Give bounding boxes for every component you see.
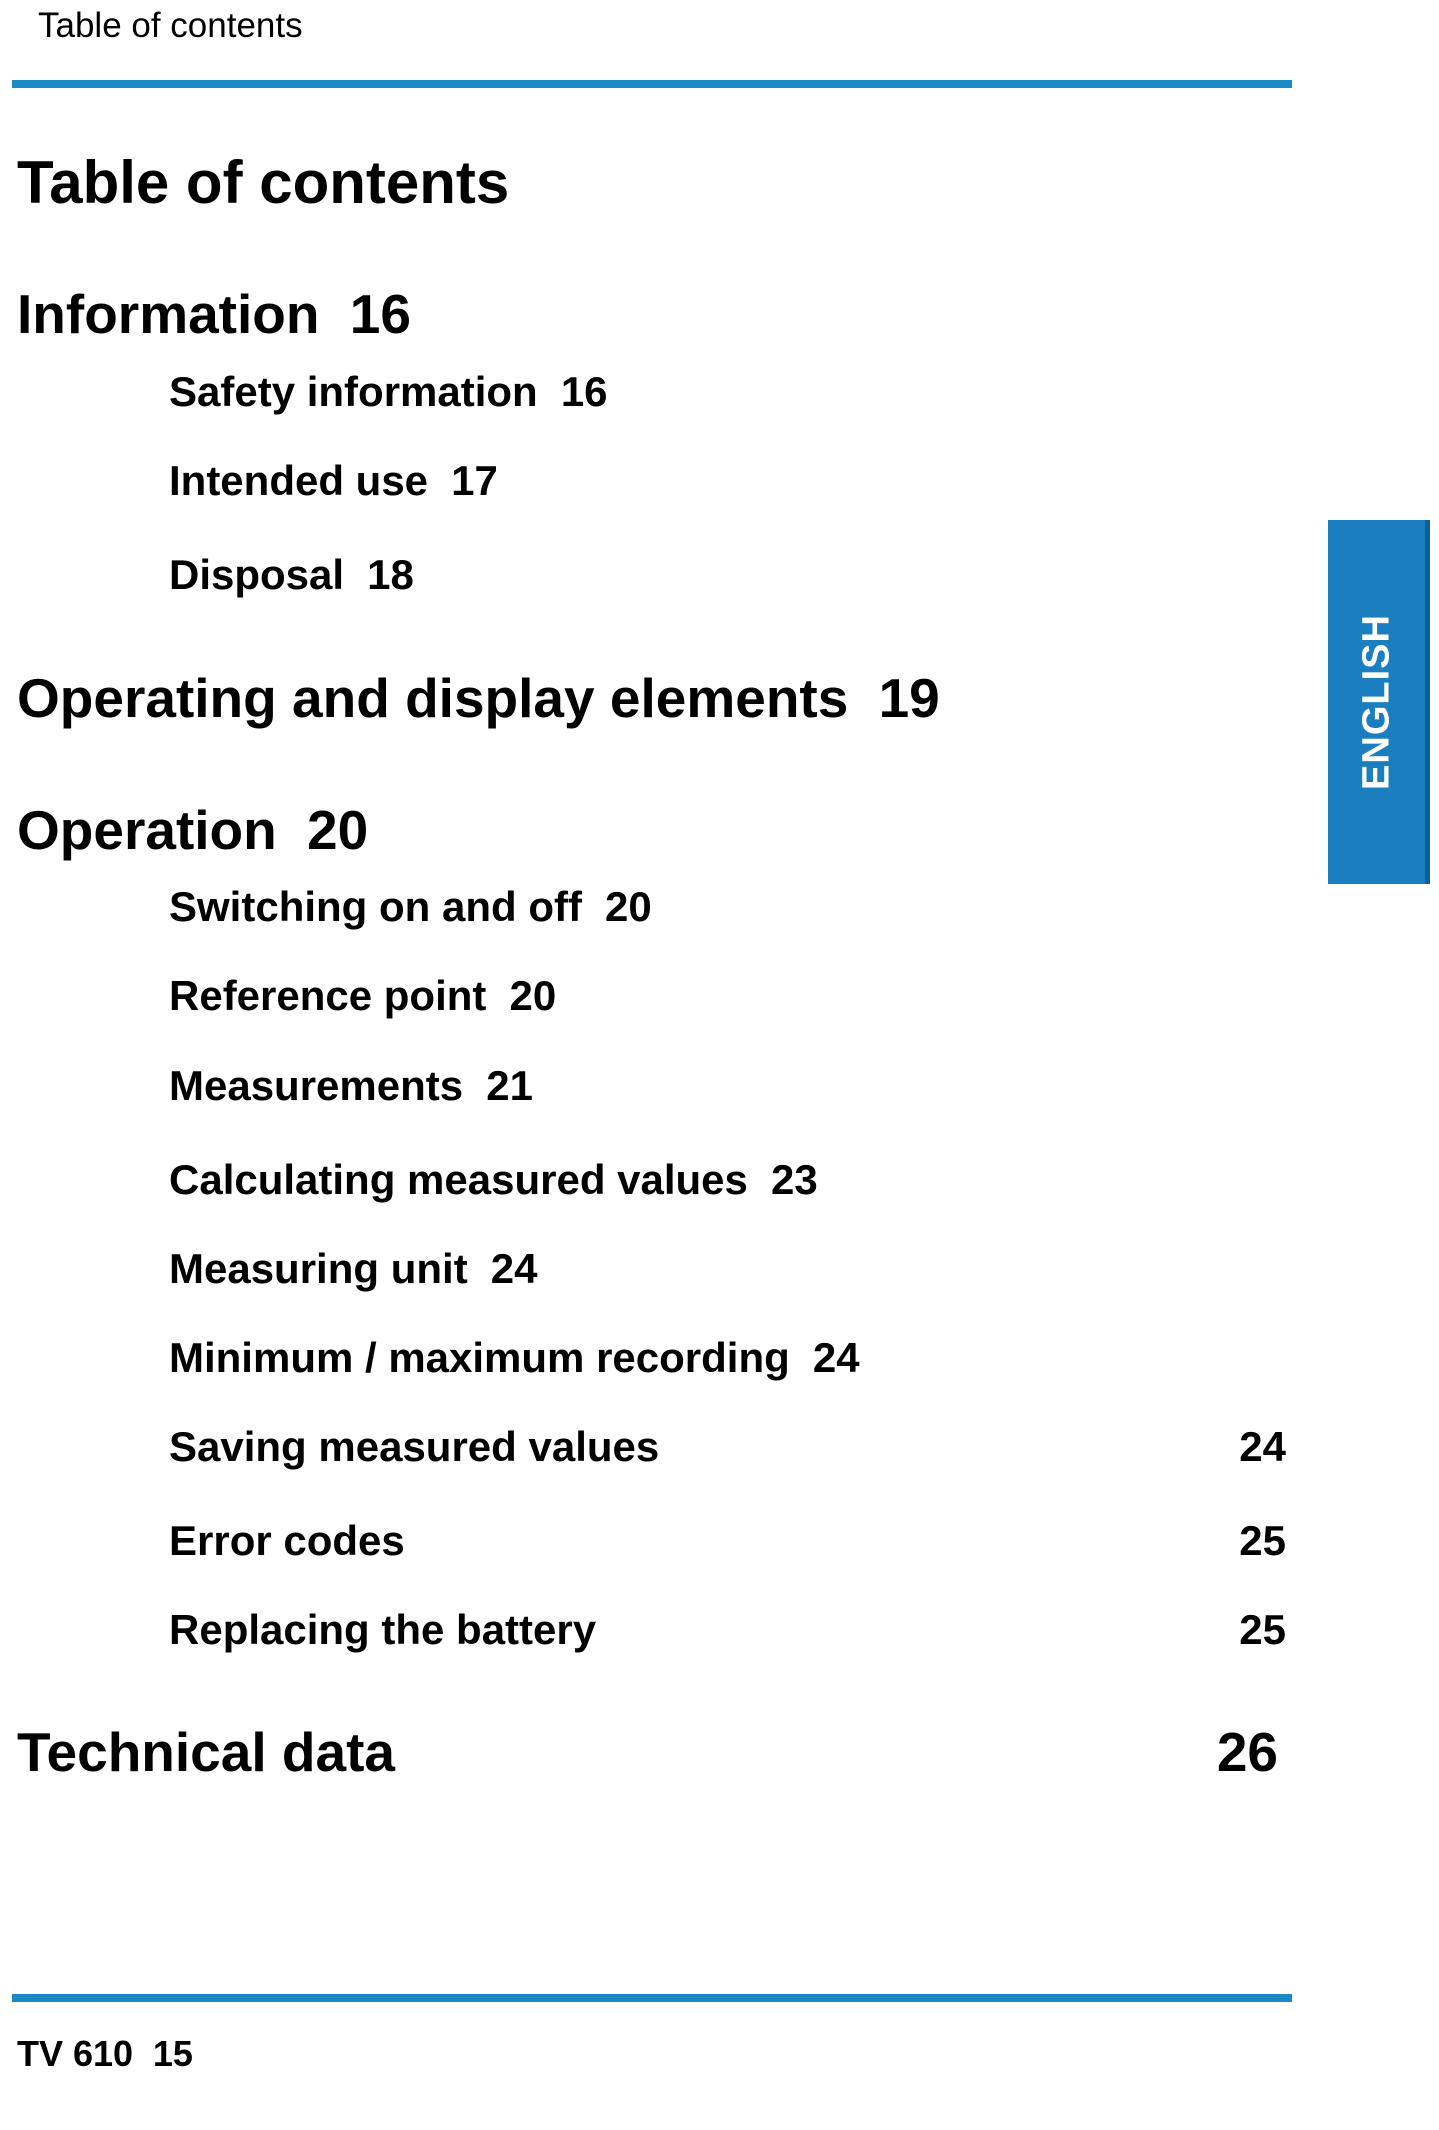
toc-entry-page: 20: [307, 799, 369, 861]
toc-entry-title: Measurements: [169, 1062, 464, 1109]
toc-entry-title: Technical data: [17, 1721, 395, 1783]
toc-entry-page: 23: [771, 1156, 818, 1203]
toc-entry-technical-data[interactable]: Technical data: [17, 1720, 395, 1784]
footer-rule: [12, 1994, 1292, 2002]
toc-entry-title: Safety information: [169, 368, 538, 415]
toc-entry-page: 19: [878, 667, 940, 729]
language-tab-label: ENGLISH: [1355, 614, 1397, 790]
toc-entry-measuring-unit[interactable]: Measuring unit 24: [169, 1244, 538, 1294]
toc-entry-title: Minimum / maximum recording: [169, 1334, 790, 1381]
running-header: Table of contents: [38, 6, 303, 45]
language-tab[interactable]: ENGLISH: [1328, 520, 1430, 884]
toc-entry-title: Disposal: [169, 551, 345, 598]
toc-entry-replacing-battery[interactable]: Replacing the battery: [169, 1605, 596, 1655]
toc-entry-reference-point[interactable]: Reference point 20: [169, 971, 556, 1021]
toc-entry-safety-information[interactable]: Safety information 16: [169, 367, 608, 417]
toc-entry-title: Intended use: [169, 457, 429, 504]
toc-entry-disposal[interactable]: Disposal 18: [169, 550, 414, 600]
toc-entry-title: Measuring unit: [169, 1245, 468, 1292]
toc-entry-page: 16: [349, 283, 411, 345]
toc-entry-calculating-measured-values[interactable]: Calculating measured values 23: [169, 1155, 818, 1205]
toc-entry-title: Operating and display elements: [17, 667, 849, 729]
footer-model: TV 610: [17, 2033, 134, 2074]
toc-entry-title: Replacing the battery: [169, 1606, 597, 1653]
toc-entry-saving-measured-values[interactable]: Saving measured values: [169, 1422, 659, 1472]
toc-entry-page: 16: [560, 368, 608, 415]
page-title: Table of contents: [17, 149, 510, 216]
toc-entry-page-error-codes[interactable]: 25: [1239, 1517, 1286, 1564]
toc-entry-switching-on-off[interactable]: Switching on and off 20: [169, 882, 652, 932]
toc-entry-page-battery[interactable]: 25: [1239, 1606, 1286, 1653]
footer-page-number: 15: [152, 2033, 193, 2074]
toc-entry-page-saving[interactable]: 24: [1239, 1423, 1286, 1470]
page-footer: TV 610 15: [17, 2033, 193, 2075]
toc-entry-operation[interactable]: Operation 20: [17, 798, 368, 862]
toc-entry-min-max-recording[interactable]: Minimum / maximum recording 24: [169, 1333, 860, 1383]
toc-entry-title: Reference point: [169, 972, 487, 1019]
toc-entry-measurements[interactable]: Measurements 21: [169, 1061, 533, 1111]
toc-entry-page: 17: [451, 457, 498, 504]
toc-entry-title: Calculating measured values: [169, 1156, 748, 1203]
toc-entry-page: 20: [605, 883, 652, 930]
toc-entry-title: Switching on and off: [169, 883, 582, 930]
toc-entry-page: 21: [486, 1062, 533, 1109]
header-rule: [12, 80, 1292, 88]
toc-entry-page: 24: [490, 1245, 538, 1292]
toc-entry-title: Error codes: [169, 1517, 405, 1564]
toc-entry-page-technical-data[interactable]: 26: [1216, 1721, 1278, 1783]
toc-entry-title: Information: [17, 283, 320, 345]
toc-entry-title: Operation: [17, 799, 277, 861]
toc-entry-information[interactable]: Information 16: [17, 282, 411, 346]
toc-entry-title: Saving measured values: [169, 1423, 660, 1470]
toc-entry-page: 18: [367, 551, 414, 598]
toc-entry-intended-use[interactable]: Intended use 17: [169, 456, 498, 506]
toc-entry-operating-display-elements[interactable]: Operating and display elements 19: [17, 666, 940, 730]
toc-entry-error-codes[interactable]: Error codes: [169, 1516, 405, 1566]
toc-entry-page: 20: [509, 972, 557, 1019]
toc-entry-page: 24: [812, 1334, 860, 1381]
